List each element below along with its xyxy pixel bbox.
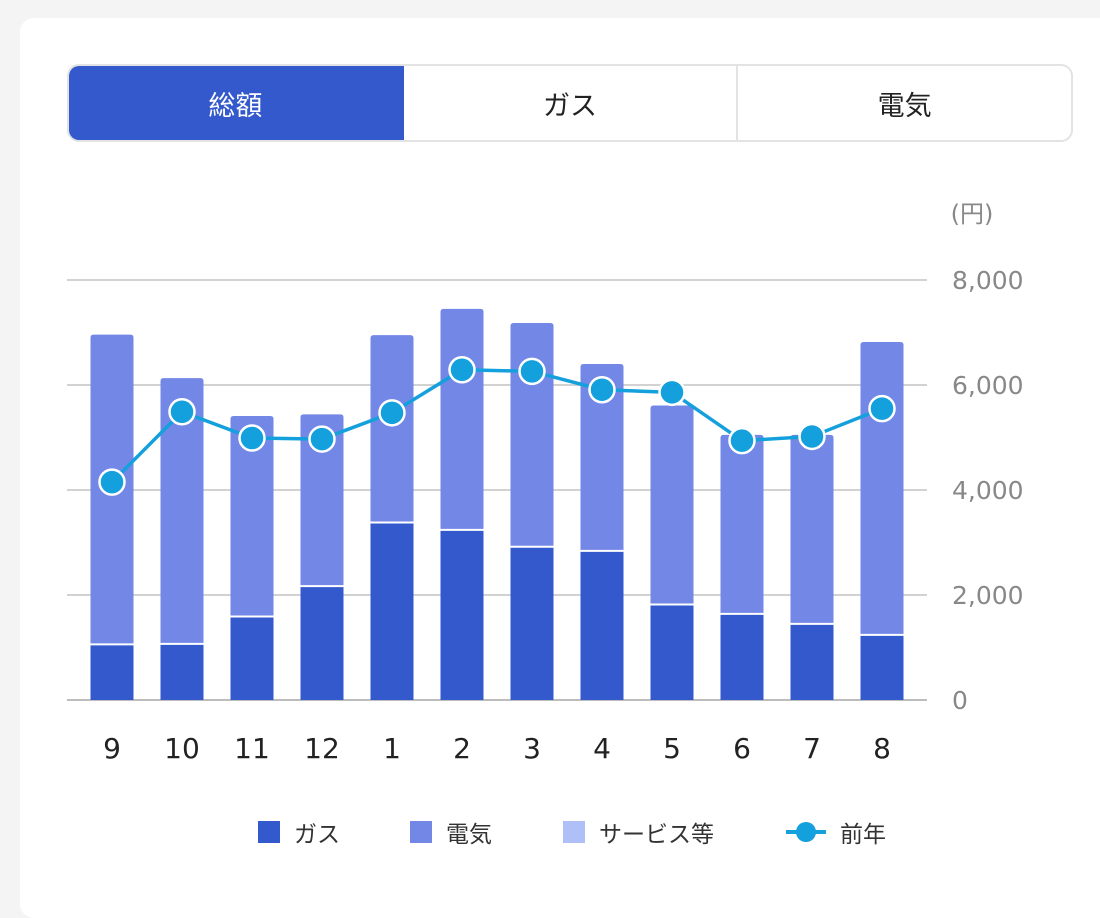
- bar-electric: [300, 414, 344, 587]
- bar-gas: [580, 550, 624, 700]
- bar-electric: [440, 308, 484, 530]
- x-tick-label: 11: [234, 732, 270, 765]
- bar-gas: [440, 529, 484, 700]
- x-tick-label: 12: [304, 732, 340, 765]
- x-axis: 9 10 11 12 1 2 3 4 5 6 7 8: [103, 732, 891, 765]
- prev-year-point: [868, 394, 896, 423]
- bar-electric: [230, 415, 274, 617]
- prev-year-point: [238, 424, 266, 452]
- tab-total[interactable]: 総額: [69, 66, 404, 140]
- tab-gas[interactable]: ガス: [404, 66, 739, 140]
- bar-electric: [370, 335, 414, 523]
- legend-swatch-electric: [410, 821, 432, 843]
- x-tick-label: 1: [383, 732, 401, 765]
- legend-item-prev-year: 前年: [786, 808, 886, 856]
- bar-electric: [160, 378, 204, 644]
- prev-year-point: [98, 468, 126, 496]
- y-unit-label: (円): [951, 200, 994, 228]
- prev-year-point: [798, 422, 826, 451]
- prev-year-point: [448, 356, 476, 384]
- bar-gas: [300, 586, 344, 700]
- x-tick-label: 4: [593, 732, 611, 765]
- legend-label-prev-year: 前年: [840, 822, 886, 848]
- bar-electric: [860, 341, 904, 635]
- y-tick-label: 0: [952, 686, 968, 715]
- legend-swatch-gas: [258, 821, 280, 843]
- bar-electric: [510, 323, 554, 547]
- tab-electric[interactable]: 電気: [877, 90, 932, 122]
- legend-item-gas: ガス: [258, 808, 340, 856]
- bar-electric: [650, 405, 694, 605]
- prev-year-line: [98, 356, 896, 496]
- bar-electric: [720, 434, 764, 614]
- x-tick-label: 2: [453, 732, 471, 765]
- legend-label-service: サービス等: [599, 822, 714, 848]
- grid: [67, 279, 927, 701]
- x-tick-label: 7: [803, 732, 821, 765]
- bar-gas: [650, 604, 694, 700]
- bar-gas: [720, 613, 764, 700]
- bar-gas: [370, 522, 414, 700]
- x-tick-label: 5: [663, 732, 681, 765]
- prev-year-point: [168, 398, 196, 426]
- y-tick-label: 2,000: [952, 581, 1024, 610]
- bar-electric: [580, 364, 624, 551]
- prev-year-point: [518, 357, 546, 386]
- prev-year-point: [308, 425, 336, 453]
- y-tick-label: 6,000: [952, 371, 1024, 400]
- bar-gas: [510, 546, 554, 700]
- prev-year-point: [588, 375, 616, 404]
- legend-item-electric: 電気: [410, 808, 492, 856]
- tab-bar: 総額 ガス 電気: [67, 64, 1073, 142]
- x-tick-label: 8: [873, 732, 891, 765]
- bar-gas: [230, 616, 274, 700]
- bar-electric: [790, 434, 834, 624]
- prev-year-point: [378, 399, 406, 427]
- legend-label-gas: ガス: [294, 822, 340, 848]
- prev-year-point: [728, 426, 756, 455]
- y-tick-label: 4,000: [952, 476, 1024, 505]
- x-tick-label: 9: [103, 732, 121, 765]
- x-tick-label: 6: [733, 732, 751, 765]
- legend: ガス 電気 サービス等 前年: [0, 808, 1100, 856]
- bar-gas: [90, 644, 134, 700]
- x-tick-label: 10: [164, 732, 200, 765]
- legend-marker-prev-year: [786, 821, 826, 843]
- bar-gas: [160, 643, 204, 700]
- y-tick-label: 8,000: [952, 266, 1024, 295]
- prev-year-point: [658, 378, 686, 407]
- bar-gas: [790, 623, 834, 700]
- prev-year-polyline: [110, 368, 883, 484]
- bar-gas: [860, 634, 904, 700]
- legend-item-service: サービス等: [563, 808, 714, 856]
- legend-swatch-service: [563, 821, 585, 843]
- bars: [90, 308, 904, 700]
- legend-label-electric: 電気: [446, 822, 492, 848]
- y-axis: 0 2,000 4,000 6,000 8,000: [952, 266, 1024, 715]
- x-tick-label: 3: [523, 732, 541, 765]
